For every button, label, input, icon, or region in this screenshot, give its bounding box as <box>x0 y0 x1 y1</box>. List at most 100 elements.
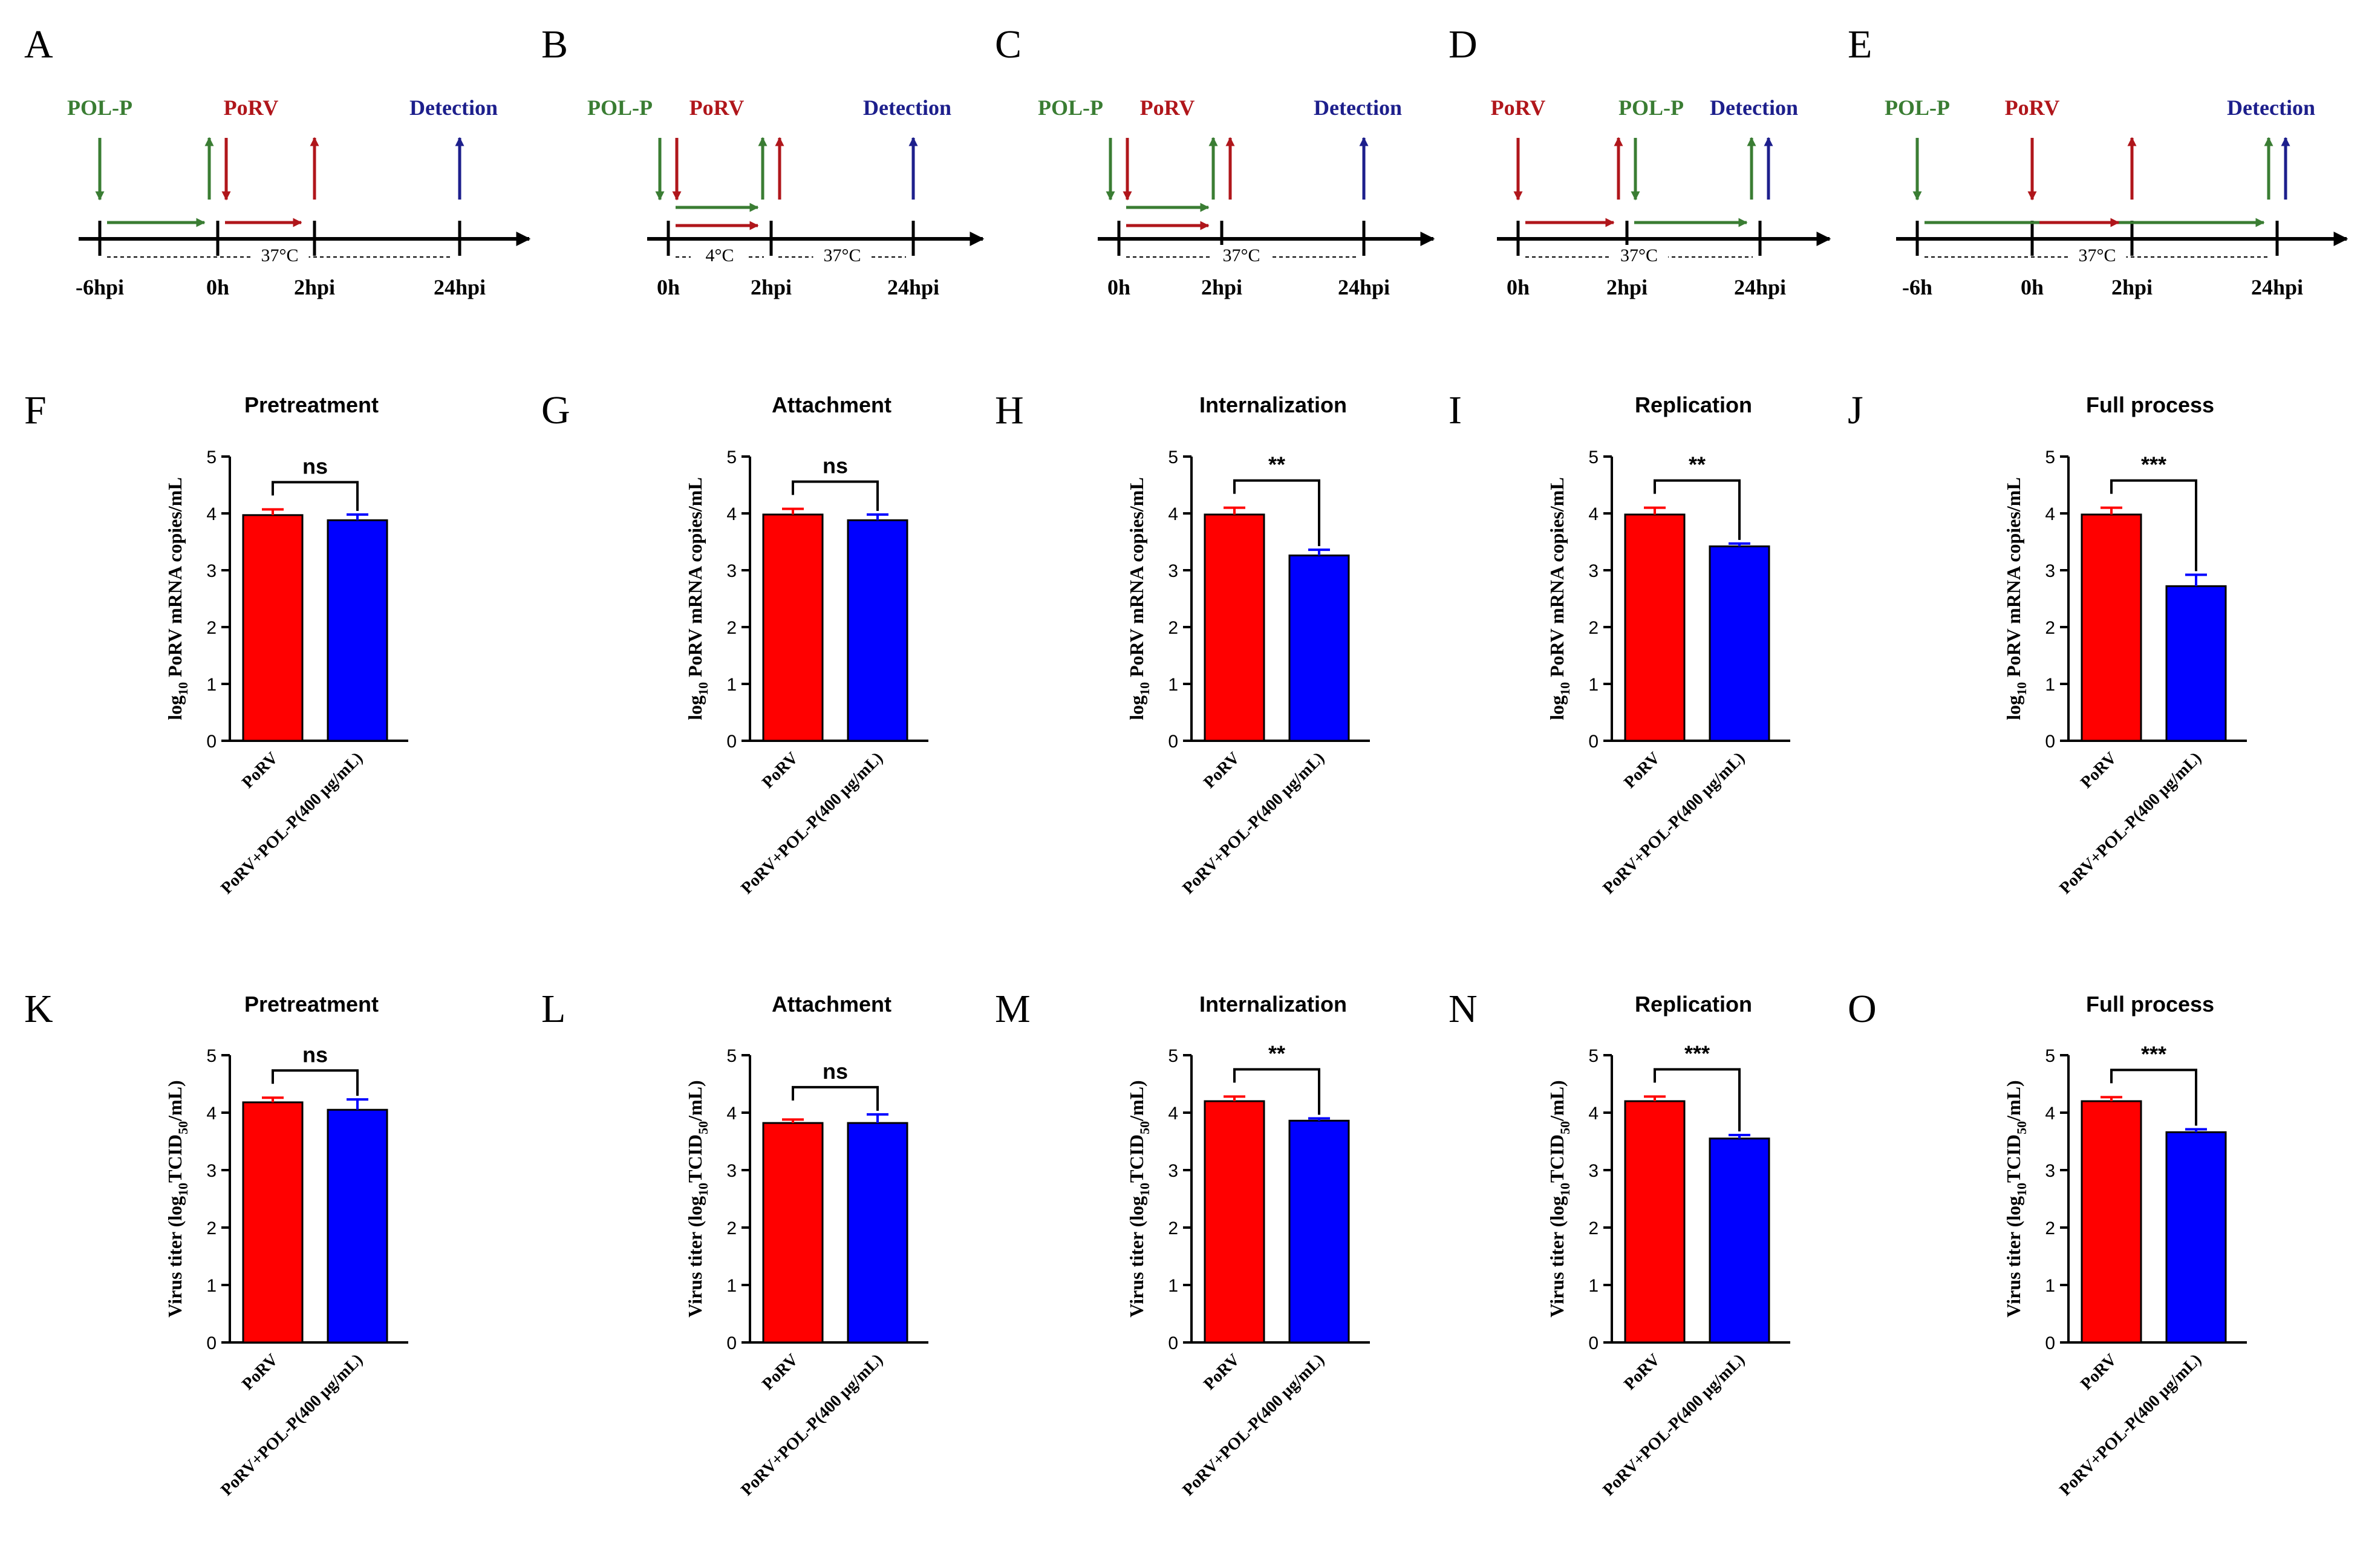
y-tick-label: 3 <box>206 561 217 581</box>
temperature-label: 37°C <box>1222 246 1260 265</box>
y-tick-label: 3 <box>726 561 737 581</box>
timeline-panel-c: C 0h 2hpi 24hpi 37°C POL-P PoRV Detection <box>995 22 1435 299</box>
significance-label: *** <box>2141 452 2166 477</box>
y-axis-label: Virus titer (log10TCID50/mL) <box>684 1080 711 1317</box>
y-tick-label: 5 <box>726 1046 737 1066</box>
chart-title: Replication <box>1635 992 1752 1017</box>
y-tick-label: 3 <box>206 1161 217 1181</box>
category-label: PoRV <box>1620 749 1664 792</box>
y-tick-label: 0 <box>1168 732 1178 752</box>
significance-bracket <box>272 1069 359 1096</box>
significance-bracket <box>792 480 879 511</box>
tick-label: 24hpi <box>1734 275 1786 299</box>
bar-porv <box>1204 1100 1265 1344</box>
y-tick-label: 5 <box>2045 447 2055 467</box>
temperature-label: 37°C <box>1620 246 1658 265</box>
bar-porv <box>1624 1100 1686 1344</box>
y-axis-label-part: Virus titer (log <box>2003 1196 2024 1318</box>
event-label-pol-p: POL-P <box>1885 96 1950 120</box>
temperature-label: 4°C <box>705 246 734 265</box>
y-axis-label-part: log <box>1126 695 1147 720</box>
significance-label: ns <box>302 1042 328 1067</box>
y-axis-label-part: Virus titer (log <box>1546 1196 1568 1318</box>
y-axis-label-part: 10 <box>2014 682 2029 695</box>
y-axis-label-part: TCID <box>1126 1134 1147 1183</box>
y-tick-label: 1 <box>726 675 737 695</box>
bar-porv <box>242 514 304 742</box>
category-label: PoRV+POL-P(400 μg/mL) <box>737 1350 887 1500</box>
y-axis-label: log10 PoRV mRNA copies/mL <box>1126 477 1152 720</box>
y-axis-label-part: PoRV mRNA copies/mL <box>2003 477 2024 682</box>
chart-title: Full process <box>2086 992 2214 1017</box>
y-axis-label-part: /mL) <box>684 1080 706 1122</box>
y-tick-label: 1 <box>206 1276 217 1296</box>
y-tick-label: 2 <box>1588 618 1599 638</box>
category-label: PoRV+POL-P(400 μg/mL) <box>1179 1350 1328 1500</box>
y-axis-label-part: /mL) <box>164 1080 186 1122</box>
y-tick-label: 2 <box>206 618 217 638</box>
tick-label: 2hpi <box>294 275 335 299</box>
significance-label: ** <box>1268 1041 1285 1065</box>
panel-letter: C <box>995 22 1022 67</box>
panel-letter: B <box>541 22 568 67</box>
temperature-label: 37°C <box>261 246 298 265</box>
bar-porv-pol-p <box>1709 1137 1770 1344</box>
timeline-panel-d: D 0h 2hpi 24hpi 37°C PoRV POL-P Detection <box>1449 22 1831 299</box>
category-label: PoRV+POL-P(400 μg/mL) <box>1179 749 1328 898</box>
y-axis-label: Virus titer (log10TCID50/mL) <box>1546 1080 1573 1317</box>
chart-panel-o: O Full process 0 1 2 3 4 5 Virus titer (log10TCI… <box>1848 987 2247 1500</box>
y-tick-label: 1 <box>1588 1276 1599 1296</box>
y-tick-label: 2 <box>1168 1218 1178 1238</box>
y-axis-label: log10 PoRV mRNA copies/mL <box>2003 477 2029 720</box>
y-axis-label-part: PoRV mRNA copies/mL <box>684 477 706 682</box>
y-tick-label: 0 <box>726 1333 737 1353</box>
panel-letter: E <box>1848 22 1872 67</box>
event-label-detection: Detection <box>2227 96 2315 120</box>
category-label: PoRV+POL-P(400 μg/mL) <box>1599 749 1749 898</box>
chart-title: Internalization <box>1199 392 1347 417</box>
chart-panel-m: M Internalization 0 1 2 3 4 5 Virus titer (log10… <box>995 987 1370 1500</box>
tick-label: 0h <box>206 275 229 299</box>
bar-porv <box>762 513 824 742</box>
chart-title: Attachment <box>772 392 891 417</box>
y-axis-label-part: 10 <box>1137 682 1152 695</box>
y-axis-label-part: 10 <box>1557 682 1573 695</box>
significance-bracket <box>792 1085 879 1111</box>
y-tick-label: 1 <box>1168 1276 1178 1296</box>
y-tick-label: 1 <box>1588 675 1599 695</box>
y-tick-label: 3 <box>2045 561 2055 581</box>
y-axis-label: Virus titer (log10TCID50/mL) <box>2003 1080 2029 1317</box>
y-tick-label: 0 <box>1168 1333 1178 1353</box>
chart-panel-k: K Pretreatment 0 1 2 3 4 5 Virus titer (log10TCI… <box>24 987 408 1500</box>
panel-letter: M <box>995 987 1031 1031</box>
y-tick-label: 2 <box>726 618 737 638</box>
y-axis-label-part: Virus titer (log <box>1126 1196 1147 1318</box>
significance-label: *** <box>1684 1041 1710 1065</box>
y-tick-label: 3 <box>726 1161 737 1181</box>
y-axis-label-part: 10 <box>175 682 191 695</box>
tick-label: 0h <box>1107 275 1130 299</box>
y-axis-label: Virus titer (log10TCID50/mL) <box>164 1080 191 1317</box>
significance-bracket <box>1233 1068 1320 1115</box>
y-axis-label-part: 50 <box>175 1121 191 1134</box>
y-axis-label-part: TCID <box>2003 1134 2024 1183</box>
bar-porv <box>1204 513 1265 742</box>
chart-panel-n: N Replication 0 1 2 3 4 5 Virus titer (log10TCID… <box>1449 987 1790 1500</box>
temperature-label: 37°C <box>2078 246 2116 265</box>
chart-panel-g: G Attachment 0 1 2 3 4 5 log10 PoRV mRNA copies/… <box>541 388 928 898</box>
chart-title: Attachment <box>772 992 891 1017</box>
y-tick-label: 1 <box>2045 675 2055 695</box>
tick-label: 2hpi <box>751 275 792 299</box>
category-label: PoRV <box>238 1350 282 1394</box>
event-label-detection: Detection <box>409 96 498 120</box>
y-tick-label: 1 <box>1168 675 1178 695</box>
y-tick-label: 4 <box>726 504 737 524</box>
category-label: PoRV <box>758 749 802 792</box>
panel-letter: A <box>24 22 53 67</box>
bar-porv-pol-p <box>847 1122 908 1344</box>
chart-panel-i: I Replication 0 1 2 3 4 5 log10 PoRV mRNA copies… <box>1449 388 1790 898</box>
category-label: PoRV <box>758 1350 802 1394</box>
